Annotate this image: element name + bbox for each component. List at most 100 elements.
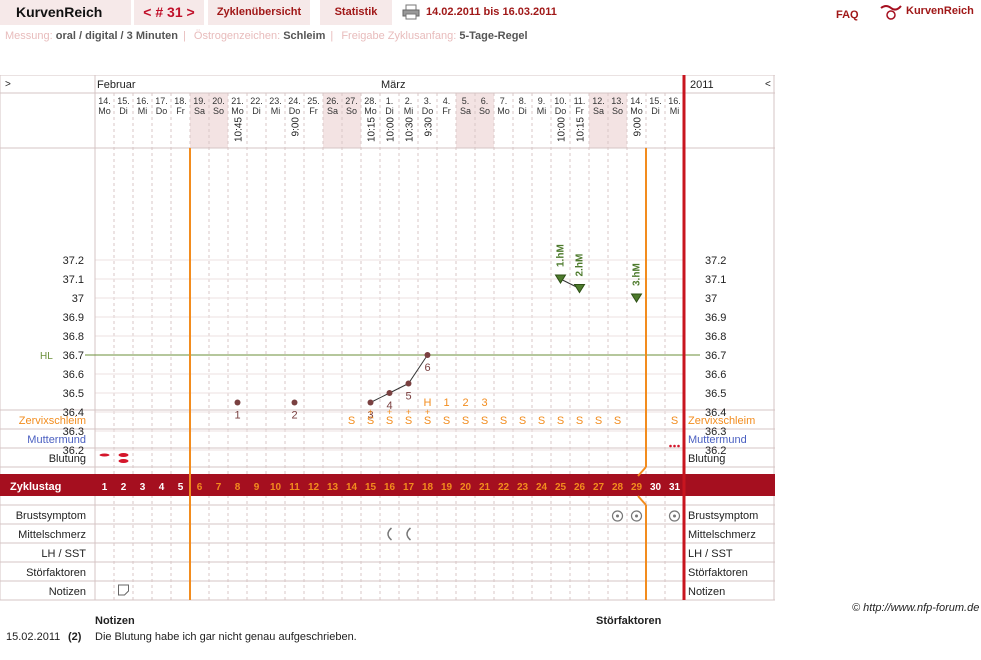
cycle-day-number: 27 bbox=[593, 482, 605, 493]
day-weekday: So bbox=[479, 106, 490, 116]
row-label-breast: Brustsymptom bbox=[16, 510, 86, 522]
day-date: 19. bbox=[193, 96, 206, 106]
row-label-mucus: Zervixschleim bbox=[19, 415, 86, 427]
temp-axis-left: 37 bbox=[72, 293, 84, 305]
cycle-day-number: 11 bbox=[289, 482, 300, 493]
day-date: 17. bbox=[155, 96, 168, 106]
tab-statistics[interactable]: Statistik bbox=[320, 0, 392, 25]
cycle-navigation[interactable]: < # 31 > bbox=[134, 0, 204, 25]
cycle-day-number: 19 bbox=[441, 482, 453, 493]
day-weekday: Di bbox=[651, 106, 660, 116]
temp-axis-left: 36.2 bbox=[63, 445, 84, 457]
mucus-entry: S bbox=[557, 415, 564, 427]
cycle-day-number: 26 bbox=[574, 482, 586, 493]
row-label-right-cervix: Muttermund bbox=[688, 434, 747, 446]
infertile-phase-line bbox=[637, 495, 647, 506]
day-weekday: Mi bbox=[537, 106, 547, 116]
logo-icon bbox=[880, 5, 902, 20]
temp-point-label: 3 bbox=[367, 410, 373, 422]
midpain-mark bbox=[387, 527, 393, 541]
peak-day-label: 2 bbox=[462, 397, 468, 409]
cycle-day-number: 5 bbox=[178, 482, 184, 493]
day-weekday: Mi bbox=[670, 106, 680, 116]
day-date: 14. bbox=[98, 96, 111, 106]
day-date: 5. bbox=[462, 96, 470, 106]
mucus-entry: S bbox=[367, 415, 374, 427]
weekend-shade bbox=[209, 93, 228, 148]
cycle-day-number: 9 bbox=[254, 482, 260, 493]
estrogen-label: Östrogenzeichen: bbox=[193, 30, 281, 42]
mucus-entry: S bbox=[538, 415, 545, 427]
high-temp-point bbox=[630, 293, 643, 303]
day-date: 23. bbox=[269, 96, 282, 106]
row-label-midpain: Mittelschmerz bbox=[18, 529, 86, 541]
cycle-day-number: 13 bbox=[327, 482, 339, 493]
peak-day-label: 3 bbox=[481, 397, 487, 409]
day-date: 25. bbox=[307, 96, 320, 106]
note-icon bbox=[118, 584, 129, 596]
measure-label: Messung: bbox=[5, 30, 53, 42]
temp-axis-right: 36.5 bbox=[705, 388, 726, 400]
month-label-feb: Februar bbox=[97, 79, 136, 91]
cycle-day-number: 29 bbox=[631, 482, 643, 493]
note-date: 15.02.2011 bbox=[6, 631, 61, 643]
row-label-cervix: Muttermund bbox=[27, 434, 86, 446]
day-date: 22. bbox=[250, 96, 263, 106]
high-temp-label: 1.hM bbox=[556, 244, 567, 267]
release-label: Freigabe Zyklusanfang: bbox=[341, 30, 457, 42]
printer-icon[interactable] bbox=[402, 4, 420, 20]
temp-axis-right: 36.3 bbox=[705, 426, 726, 438]
year-label: 2011 bbox=[690, 79, 714, 91]
mucus-entry: S bbox=[462, 415, 469, 427]
row-label-lh: LH / SST bbox=[41, 548, 86, 560]
measure-time: 10:15 bbox=[367, 117, 378, 142]
cycle-day-number: 1 bbox=[102, 482, 108, 493]
temp-axis-left: 36.8 bbox=[63, 331, 84, 343]
temp-point bbox=[405, 380, 412, 387]
temp-point bbox=[386, 390, 393, 396]
day-date: 3. bbox=[424, 96, 432, 106]
day-date: 24. bbox=[288, 96, 301, 106]
bleeding-medium bbox=[118, 459, 129, 463]
cycle-day-number: 8 bbox=[235, 482, 241, 493]
day-weekday: Di bbox=[518, 106, 527, 116]
cycle-day-number: 15 bbox=[365, 482, 377, 493]
day-weekday: Mi bbox=[138, 106, 148, 116]
day-weekday: Sa bbox=[194, 106, 205, 116]
temp-axis-right: 36.2 bbox=[705, 445, 726, 457]
cycle-day-number: 14 bbox=[346, 482, 358, 493]
top-header: KurvenReich < # 31 > Zyklenübersicht Sta… bbox=[0, 0, 981, 25]
spotting-dot bbox=[669, 444, 672, 448]
temp-point bbox=[367, 399, 374, 406]
row-label-bleeding: Blutung bbox=[49, 453, 86, 465]
mucus-entry: S bbox=[481, 415, 488, 427]
temp-point-label: 5 bbox=[405, 391, 411, 403]
row-label-right-midpain: Mittelschmerz bbox=[688, 529, 756, 541]
day-date: 13. bbox=[611, 96, 624, 106]
temp-point bbox=[234, 399, 241, 406]
cycle-day-number: 17 bbox=[403, 482, 415, 493]
mucus-entry: S bbox=[519, 415, 526, 427]
day-date: 7. bbox=[500, 96, 508, 106]
month-row bbox=[0, 75, 775, 93]
mucus-entry: S bbox=[576, 415, 583, 427]
measure-time: 10:00 bbox=[557, 117, 568, 142]
mucus-plus: + bbox=[368, 407, 373, 417]
day-date: 4. bbox=[443, 96, 451, 106]
high-temp-label: 3.hM bbox=[632, 263, 643, 286]
measure-time: 10:45 bbox=[234, 117, 245, 142]
bleeding-medium bbox=[118, 453, 129, 457]
tab-cycle-overview[interactable]: Zyklenübersicht bbox=[208, 0, 310, 25]
faq-link[interactable]: FAQ bbox=[836, 9, 859, 21]
temp-point-label: 1 bbox=[234, 410, 240, 422]
day-weekday: Di bbox=[385, 106, 394, 116]
mucus-entry: S bbox=[348, 415, 355, 427]
cycle-day-number: 23 bbox=[517, 482, 529, 493]
temp-axis-right: 36.6 bbox=[705, 369, 726, 381]
weekend-shade bbox=[342, 93, 361, 148]
cycle-day-number: 22 bbox=[498, 482, 510, 493]
day-weekday: Mo bbox=[630, 106, 643, 116]
cycle-day-number: 18 bbox=[422, 482, 434, 493]
brand-title: KurvenReich bbox=[0, 0, 131, 25]
weekend-shade bbox=[323, 93, 342, 148]
